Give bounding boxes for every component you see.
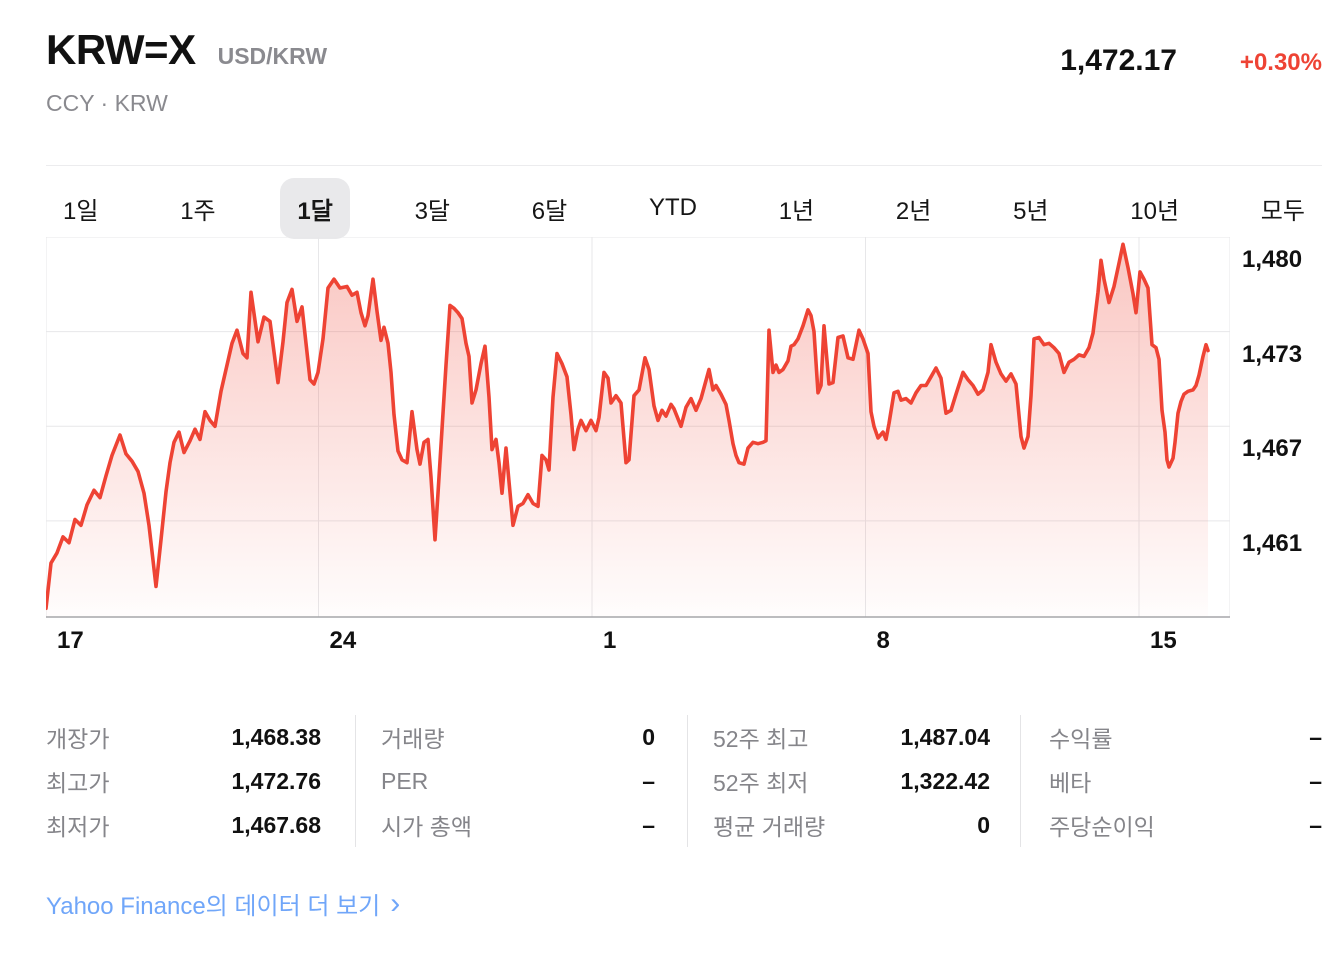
stat-value: – — [1309, 811, 1322, 838]
stat-row: 수익률 – — [1049, 715, 1322, 759]
y-tick-1,461: 1,461 — [1242, 529, 1303, 557]
stat-label: 평균 거래량 — [713, 814, 826, 840]
stat-row: 최고가 1,472.76 — [46, 759, 321, 803]
stat-row: 시가 총액 – — [381, 803, 655, 847]
stat-label: 수익률 — [1049, 726, 1113, 752]
stat-value: 0 — [977, 811, 990, 838]
tab-range-1일[interactable]: 1일 — [63, 197, 99, 225]
stat-row: 52주 최저 1,322.42 — [713, 759, 990, 803]
stat-value: – — [1309, 723, 1322, 750]
price-chart[interactable]: 1,480 1,473 1,467 1,461 — [46, 237, 1322, 618]
stat-label: 주당순이익 — [1049, 814, 1155, 840]
stat-label: 개장가 — [46, 726, 110, 752]
x-tick-17: 17 — [57, 627, 84, 654]
x-axis-labels: 17 24 1 8 15 — [46, 618, 1322, 666]
tab-range-10년[interactable]: 10년 — [1130, 197, 1180, 225]
y-tick-1,473: 1,473 — [1242, 340, 1303, 368]
stat-column-1: 개장가 1,468.38 최고가 1,472.76 최저가 1,467.68 — [46, 715, 355, 847]
stat-value: 1,322.42 — [900, 767, 990, 794]
current-price: 1,472.17 — [1060, 44, 1177, 77]
tab-range-2년[interactable]: 2년 — [895, 197, 932, 225]
stat-row: PER – — [381, 759, 655, 803]
stat-row: 베타 – — [1049, 759, 1322, 803]
stat-label: 베타 — [1049, 770, 1092, 796]
stat-value: 0 — [642, 723, 655, 750]
tab-range-1달[interactable]: 1달 — [280, 177, 350, 239]
tab-range-YTD[interactable]: YTD — [648, 194, 697, 221]
price-change-percent: +0.30% — [1239, 49, 1322, 76]
tab-range-1주[interactable]: 1주 — [180, 197, 216, 225]
stat-row: 최저가 1,467.68 — [46, 803, 321, 847]
quote-block: 1,472.17 +0.30% — [1060, 44, 1322, 78]
stat-value: 1,467.68 — [231, 811, 321, 838]
title-row: KRW=X USD/KRW — [46, 26, 1322, 74]
stat-row: 개장가 1,468.38 — [46, 715, 321, 759]
yahoo-finance-more-link[interactable]: Yahoo Finance의 데이터 더 보기 › — [46, 886, 400, 921]
stat-label: 최고가 — [46, 770, 110, 796]
stat-label: 52주 최저 — [713, 770, 809, 796]
stat-column-2: 거래량 0 PER – 시가 총액 – — [355, 715, 687, 847]
stat-value: 1,487.04 — [900, 723, 990, 750]
stat-value: 1,468.38 — [231, 723, 321, 750]
chart-canvas[interactable] — [46, 237, 1230, 618]
stat-label: PER — [381, 767, 429, 794]
tab-range-6달[interactable]: 6달 — [531, 197, 568, 225]
stat-row: 주당순이익 – — [1049, 803, 1322, 847]
x-tick-8: 8 — [876, 627, 890, 654]
time-range-tabs: 1일 1주 1달 3달 6달 YTD 1년 2년 5년 10년 모두 — [46, 177, 1322, 239]
stat-value: 1,472.76 — [231, 767, 321, 794]
stat-column-3: 52주 최고 1,487.04 52주 최저 1,322.42 평균 거래량 0 — [687, 715, 1020, 847]
stat-label: 52주 최고 — [713, 726, 809, 752]
header: KRW=X USD/KRW CCY · KRW 1,472.17 +0.30% — [46, 26, 1322, 142]
stat-row: 거래량 0 — [381, 715, 655, 759]
stat-value: – — [1309, 767, 1322, 794]
more-link-label[interactable]: Yahoo Finance의 데이터 더 보기 — [46, 893, 381, 920]
stat-row: 평균 거래량 0 — [713, 803, 990, 847]
key-statistics: 개장가 1,468.38 최고가 1,472.76 최저가 1,467.68 거래량 0 PER… — [46, 715, 1322, 847]
tab-range-3달[interactable]: 3달 — [414, 197, 450, 225]
symbol-title: KRW=X — [46, 26, 196, 73]
x-tick-1: 1 — [603, 627, 617, 654]
currency-pair-label: USD/KRW — [217, 43, 328, 69]
exchange-label: CCY · KRW — [46, 90, 168, 116]
tab-range-5년[interactable]: 5년 — [1013, 197, 1049, 225]
y-tick-1,480: 1,480 — [1242, 246, 1303, 273]
stat-column-4: 수익률 – 베타 – 주당순이익 – — [1020, 715, 1322, 847]
stat-label: 시가 총액 — [381, 814, 473, 840]
header-divider — [46, 165, 1322, 166]
stat-row: 52주 최고 1,487.04 — [713, 715, 990, 759]
x-tick-24: 24 — [329, 627, 357, 654]
stat-value: – — [642, 767, 655, 794]
stat-label: 거래량 — [381, 726, 445, 752]
tab-range-모두[interactable]: 모두 — [1260, 197, 1305, 225]
x-tick-15: 15 — [1150, 627, 1177, 654]
stat-label: 최저가 — [46, 814, 110, 840]
chevron-right-icon: › — [390, 886, 401, 920]
tab-range-1년[interactable]: 1년 — [778, 197, 815, 225]
stat-value: – — [642, 811, 655, 838]
y-tick-1,467: 1,467 — [1242, 435, 1303, 463]
